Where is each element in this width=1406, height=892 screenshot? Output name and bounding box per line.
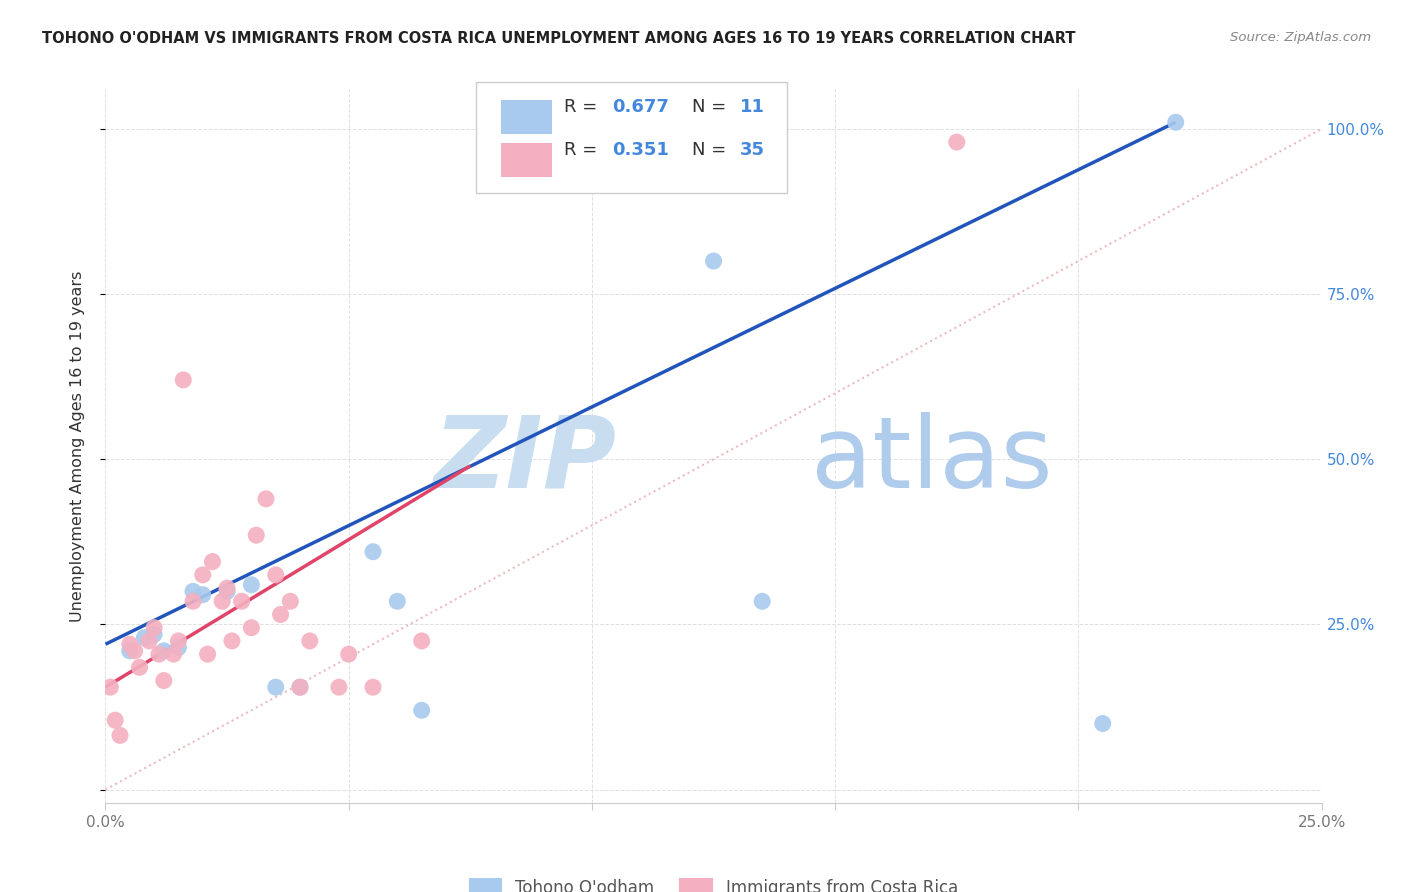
Point [298,634,321,648]
Point [361,545,384,559]
FancyBboxPatch shape [477,82,786,193]
Text: atlas: atlas [811,412,1053,508]
Point [288,680,311,694]
Text: TOHONO O'ODHAM VS IMMIGRANTS FROM COSTA RICA UNEMPLOYMENT AMONG AGES 16 TO 19 YE: TOHONO O'ODHAM VS IMMIGRANTS FROM COSTA … [42,31,1076,46]
Point [245,528,267,542]
Point [143,621,166,635]
Text: N =: N = [692,98,731,116]
Point [134,631,156,645]
Point [162,647,184,661]
Point [197,647,219,661]
Point [143,627,166,641]
Point [104,713,127,727]
Point [254,491,277,506]
Point [231,594,253,608]
Text: 11: 11 [741,98,765,116]
Y-axis label: Unemployment Among Ages 16 to 19 years: Unemployment Among Ages 16 to 19 years [70,270,84,622]
Point [148,647,170,661]
Point [278,594,301,608]
Text: R =: R = [564,98,603,116]
Point [124,644,146,658]
Point [138,634,160,648]
Text: 0.351: 0.351 [613,141,669,159]
Text: ZIP: ZIP [433,412,616,508]
Point [1091,716,1114,731]
Point [118,644,141,658]
Point [217,584,239,599]
Point [240,578,263,592]
Point [361,680,384,694]
Point [98,680,121,694]
Point [221,634,243,648]
Point [211,594,233,608]
Point [181,584,204,599]
Point [387,594,409,608]
FancyBboxPatch shape [501,100,551,134]
Point [201,555,224,569]
Point [153,644,176,658]
Point [264,680,287,694]
Point [172,373,194,387]
Point [751,594,773,608]
Point [678,135,700,149]
FancyBboxPatch shape [501,143,551,177]
Text: 0.677: 0.677 [613,98,669,116]
Text: N =: N = [692,141,731,159]
Point [411,703,433,717]
Point [328,680,350,694]
Point [702,254,725,268]
Text: Source: ZipAtlas.com: Source: ZipAtlas.com [1230,31,1371,45]
Point [167,634,190,648]
Point [945,135,967,149]
Point [167,640,190,655]
Point [128,660,150,674]
Point [191,567,214,582]
Point [270,607,292,622]
Point [153,673,176,688]
Point [337,647,360,661]
Text: R =: R = [564,141,603,159]
Point [118,637,141,651]
Point [181,594,204,608]
Point [288,680,311,694]
Text: 35: 35 [741,141,765,159]
Point [191,588,214,602]
Point [217,581,239,595]
Point [411,634,433,648]
Point [108,728,131,742]
Point [264,567,287,582]
Point [240,621,263,635]
Legend: Tohono O'odham, Immigrants from Costa Rica: Tohono O'odham, Immigrants from Costa Ri… [463,871,965,892]
Point [1164,115,1187,129]
